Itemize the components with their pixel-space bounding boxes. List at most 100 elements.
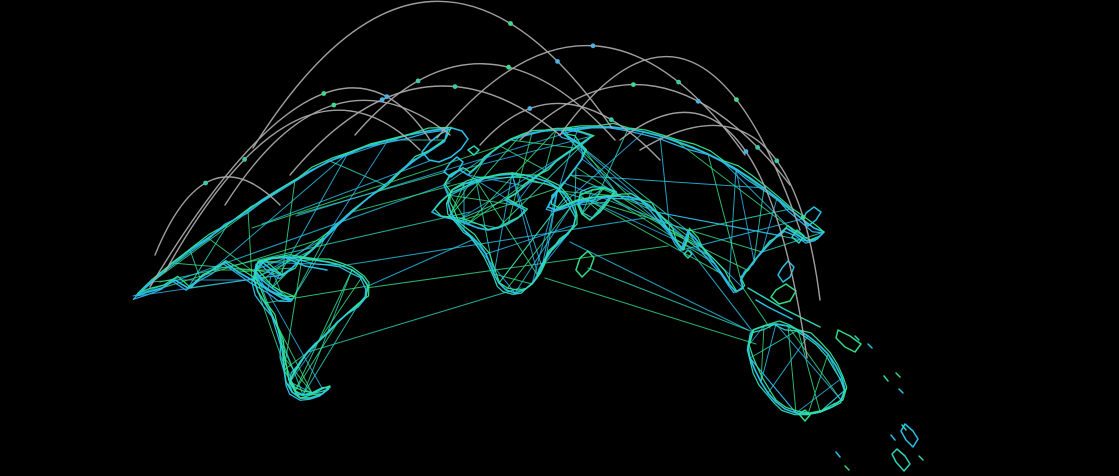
- borneo-outline: [771, 284, 796, 304]
- australia-mesh-line: [761, 326, 764, 382]
- north-america-mesh-line: [292, 238, 325, 300]
- arc-dots-layer: [203, 21, 806, 220]
- europe-mesh-line: [448, 195, 515, 205]
- australia-mesh-line: [808, 354, 828, 414]
- africa-mesh-line: [494, 174, 512, 274]
- australia-mesh-line: [768, 336, 808, 393]
- arc-5-node-dot: [506, 64, 511, 70]
- asia-mesh-line: [762, 232, 824, 252]
- australia-mesh-line: [798, 330, 820, 412]
- arc-13-node-dot: [527, 106, 533, 111]
- asia-mesh-line: [754, 188, 764, 261]
- north-america-mesh-line: [238, 268, 292, 272]
- arc-13-node-dot: [608, 117, 614, 123]
- north-america-mesh-line: [188, 224, 228, 288]
- africa-mesh-line: [512, 174, 542, 267]
- ocean-link-6: [252, 146, 500, 228]
- south-america-mesh-line: [290, 382, 312, 393]
- south-america-mesh-line: [284, 258, 302, 370]
- north-america-outline: [133, 130, 448, 302]
- africa-mesh-line: [457, 188, 558, 222]
- ocean-link-14: [743, 288, 770, 328]
- pacific-isle-1-outline: [855, 336, 859, 340]
- australia-mesh-line: [761, 324, 776, 382]
- europe-mesh-line: [508, 133, 532, 224]
- australia-mesh-line: [796, 378, 842, 413]
- australia-mesh-line: [788, 326, 841, 400]
- africa-mesh-line: [542, 188, 558, 267]
- arc-7-node-dot: [755, 145, 760, 150]
- arc-13: [480, 103, 660, 160]
- europe-outline: [435, 128, 595, 229]
- arc-11-node-dot: [379, 97, 385, 102]
- ocean-link-7: [366, 246, 668, 288]
- arc-5-node-dot: [415, 78, 421, 84]
- asia-mesh-line: [722, 161, 796, 234]
- japan-south-outline: [792, 230, 804, 243]
- asia-mesh-line: [688, 209, 790, 231]
- arc-7-node-dot: [631, 82, 636, 87]
- north-america-mesh-line: [292, 225, 338, 300]
- arc-12: [225, 100, 450, 205]
- arc-2-node-dot: [384, 94, 390, 99]
- arc-7: [520, 85, 790, 185]
- australia-mesh-line: [820, 390, 845, 412]
- asia-outline: [546, 128, 823, 293]
- pacific-isle-5-outline: [899, 389, 903, 393]
- arc-12-node-dot: [331, 102, 337, 108]
- arabia-outline: [578, 188, 614, 220]
- arc-4: [253, 1, 612, 148]
- arc-2-node-dot: [321, 91, 327, 96]
- arc-11: [290, 86, 560, 175]
- asia-mesh-line: [556, 132, 644, 210]
- ocean-link-5: [296, 135, 560, 216]
- asia-outline: [552, 123, 824, 291]
- africa-mesh-line: [506, 205, 572, 290]
- arc-4-node-dot: [508, 21, 513, 26]
- japan-north-outline: [803, 207, 821, 226]
- asia-mesh-line: [597, 129, 628, 197]
- iceland-outline: [468, 146, 479, 155]
- arabia-mesh-line: [578, 202, 608, 205]
- africa-mesh-line: [512, 174, 538, 276]
- arc-1-node-dot: [203, 180, 209, 186]
- ocean-link-10: [308, 288, 520, 352]
- arc-3: [165, 110, 420, 272]
- tasmania-outline: [799, 410, 810, 421]
- africa-mesh-line: [486, 225, 574, 254]
- arc-9-node-dot: [743, 149, 749, 154]
- australia-mesh-line: [750, 330, 798, 358]
- australia-mesh-line: [788, 326, 796, 413]
- new-zealand-south-outline: [892, 449, 910, 471]
- arc-7-node-dot: [695, 98, 701, 104]
- arabia-outline: [578, 187, 616, 218]
- asia-mesh-line: [708, 154, 743, 288]
- north-america-mesh-line: [212, 153, 348, 270]
- asia-mesh-line: [580, 144, 619, 196]
- south-america-mesh-line: [265, 286, 368, 303]
- madagascar-outline: [576, 251, 594, 277]
- south-america-mesh-line: [255, 257, 288, 270]
- sunda-chain-outline: [748, 288, 820, 327]
- pacific-isle-10-outline: [836, 452, 840, 457]
- new-zealand-north-outline: [901, 424, 918, 447]
- north-america-mesh-line: [282, 180, 295, 275]
- islands-layer: [286, 128, 923, 471]
- australia-outline: [747, 325, 844, 415]
- north-america-mesh-line: [162, 238, 325, 288]
- pacific-isle-9-outline: [919, 456, 923, 460]
- africa-outline: [450, 173, 577, 290]
- south-america-outline: [256, 255, 370, 398]
- british-isles-outline: [444, 157, 463, 177]
- arc-4-node-dot: [555, 59, 560, 64]
- ocean-link-13: [588, 268, 753, 332]
- pacific-isle-6-outline: [902, 425, 906, 430]
- sri-lanka-outline: [684, 250, 692, 258]
- ocean-link-9: [368, 240, 472, 286]
- pacific-isle-7-outline: [891, 435, 895, 440]
- arc-3-node-dot: [242, 157, 248, 162]
- caribbean-chain-outline: [286, 258, 327, 270]
- pacific-isle-8-outline: [845, 466, 849, 470]
- australia-outline: [749, 321, 847, 413]
